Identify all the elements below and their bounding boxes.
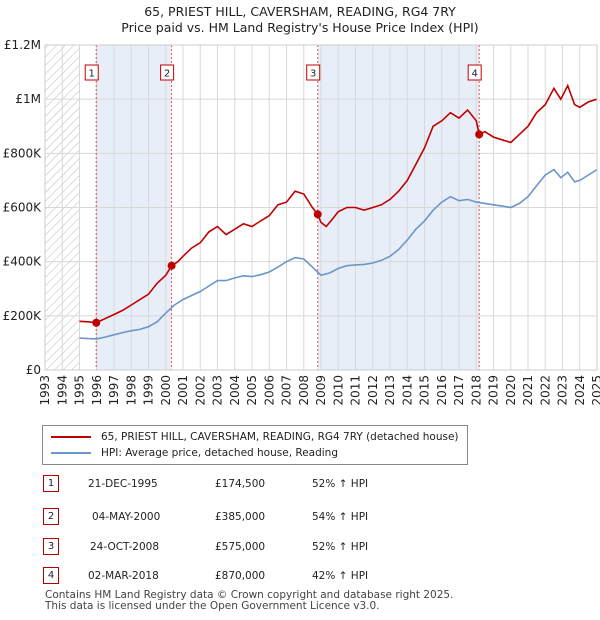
transaction-number: 2 — [43, 508, 59, 525]
sale-label: 1 — [89, 69, 95, 80]
sale-label: 3 — [310, 69, 316, 80]
x-tick-label: 2025 — [590, 375, 600, 406]
sale-label: 2 — [164, 69, 170, 80]
transaction-number: 3 — [43, 538, 59, 555]
x-tick-label: 1998 — [124, 375, 138, 406]
sale-label-box — [160, 64, 175, 81]
legend-item-property: 65, PRIEST HILL, CAVERSHAM, READING, RG4… — [51, 429, 459, 445]
transaction-hpi: 54% ↑ HPI — [312, 511, 369, 523]
footer-copyright: Contains HM Land Registry data © Crown c… — [45, 589, 454, 601]
x-tick-label: 2018 — [469, 375, 483, 406]
x-tick-label: 2011 — [349, 375, 363, 406]
x-tick-label: 2006 — [262, 375, 276, 406]
x-tick-label: 2004 — [228, 375, 242, 406]
transaction-date: 21-DEC-1995 — [88, 478, 158, 490]
transaction-date: 04-MAY-2000 — [92, 511, 161, 523]
x-tick-label: 2001 — [176, 375, 190, 406]
y-tick-label: £600K — [3, 201, 43, 215]
x-tick-label: 2024 — [573, 375, 587, 406]
transaction-price: £870,000 — [215, 570, 266, 582]
y-tick-label: £1.2M — [4, 38, 41, 52]
x-tick-label: 2013 — [383, 375, 397, 406]
x-tick-label: 2002 — [193, 375, 207, 406]
x-tick-label: 2008 — [297, 375, 311, 406]
legend-label-property: 65, PRIEST HILL, CAVERSHAM, READING, RG4… — [101, 431, 459, 443]
legend-label-hpi: HPI: Average price, detached house, Read… — [101, 447, 338, 459]
transaction-price: £385,000 — [215, 511, 266, 523]
x-tick-label: 2007 — [280, 375, 294, 406]
sale-point — [92, 318, 101, 327]
sale-point — [313, 210, 322, 219]
x-tick-label: 2019 — [487, 375, 501, 406]
x-tick-label: 1999 — [142, 375, 156, 406]
y-tick-label: £400K — [3, 255, 43, 269]
transaction-date: 24-OCT-2008 — [90, 541, 159, 553]
x-tick-label: 1994 — [55, 375, 69, 406]
transaction-date: 02-MAR-2018 — [88, 570, 159, 582]
sale-point — [167, 261, 176, 270]
x-tick-label: 2010 — [331, 375, 345, 406]
transaction-price: £174,500 — [215, 478, 266, 490]
x-tick-label: 2005 — [245, 375, 259, 406]
x-tick-label: 2009 — [314, 375, 328, 406]
transaction-row: 2 04-MAY-2000 £385,000 54% ↑ HPI — [0, 508, 600, 526]
sale-point — [475, 130, 484, 139]
transaction-number: 4 — [43, 567, 59, 584]
x-tick-label: 2022 — [538, 375, 552, 406]
transaction-row: 3 24-OCT-2008 £575,000 52% ↑ HPI — [0, 538, 600, 556]
transaction-hpi: 42% ↑ HPI — [312, 570, 369, 582]
footer: Contains HM Land Registry data © Crown c… — [45, 590, 453, 612]
x-tick-label: 2003 — [211, 375, 225, 406]
chart-title: 65, PRIEST HILL, CAVERSHAM, READING, RG4… — [144, 4, 456, 19]
hpi-line — [79, 168, 598, 340]
chart-subtitle: Price paid vs. HM Land Registry's House … — [121, 20, 479, 35]
sale-label: 4 — [471, 69, 477, 80]
y-tick-label: £0 — [26, 363, 41, 377]
x-tick-label: 1995 — [73, 375, 87, 406]
x-tick-label: 2017 — [452, 375, 466, 406]
x-tick-label: 2020 — [504, 375, 518, 406]
x-tick-label: 2021 — [521, 375, 535, 406]
sale-label-box — [467, 64, 482, 81]
y-tick-label: £800K — [3, 146, 43, 160]
transaction-number: 1 — [43, 475, 59, 492]
transaction-hpi: 52% ↑ HPI — [312, 541, 369, 553]
transaction-row: 1 21-DEC-1995 £174,500 52% ↑ HPI — [0, 475, 600, 493]
legend-swatch-property — [51, 436, 91, 438]
y-tick-label: £200K — [3, 309, 43, 323]
plot-border — [44, 44, 598, 371]
x-tick-label: 2012 — [366, 375, 380, 406]
x-tick-label: 1997 — [107, 375, 121, 406]
x-tick-label: 1996 — [90, 375, 104, 406]
sale-label-box — [84, 64, 99, 81]
legend: 65, PRIEST HILL, CAVERSHAM, READING, RG4… — [42, 425, 468, 465]
y-tick-label: £1M — [15, 92, 41, 106]
x-tick-label: 2014 — [400, 375, 414, 406]
x-tick-label: 2016 — [435, 375, 449, 406]
footer-licence: This data is licensed under the Open Gov… — [45, 600, 380, 612]
x-tick-label: 2015 — [418, 375, 432, 406]
sale-label-box — [306, 64, 321, 81]
legend-item-hpi: HPI: Average price, detached house, Read… — [51, 445, 338, 461]
x-tick-label: 1993 — [38, 375, 52, 406]
transaction-row: 4 02-MAR-2018 £870,000 42% ↑ HPI — [0, 567, 600, 585]
transaction-hpi: 52% ↑ HPI — [312, 478, 369, 490]
legend-swatch-hpi — [51, 452, 91, 454]
x-tick-label: 2000 — [159, 375, 173, 406]
transaction-price: £575,000 — [215, 541, 266, 553]
x-tick-label: 2023 — [556, 375, 570, 406]
